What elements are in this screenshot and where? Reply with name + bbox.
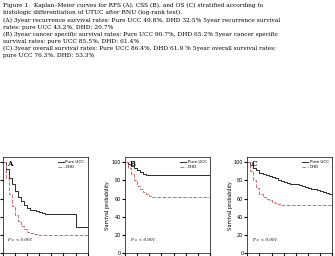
- Text: P = < 0.001: P = < 0.001: [8, 238, 33, 242]
- Legend: Pure UCC, DHD: Pure UCC, DHD: [57, 159, 85, 170]
- Text: Figure 1.  Kaplan–Meier curves for RFS (A), CSS (B), and OS (C) stratified accor: Figure 1. Kaplan–Meier curves for RFS (A…: [3, 3, 280, 58]
- Legend: Pure UCC, DHD: Pure UCC, DHD: [301, 159, 330, 170]
- Text: A: A: [8, 160, 13, 168]
- Legend: Pure UCC, DHD: Pure UCC, DHD: [179, 159, 207, 170]
- Text: C: C: [252, 160, 257, 168]
- Y-axis label: Survival probability: Survival probability: [227, 181, 232, 230]
- Text: P = < 0.001: P = < 0.001: [252, 238, 277, 242]
- Y-axis label: Survival probability: Survival probability: [106, 181, 111, 230]
- Text: P = < 0.001: P = < 0.001: [130, 238, 155, 242]
- Text: B: B: [130, 160, 136, 168]
